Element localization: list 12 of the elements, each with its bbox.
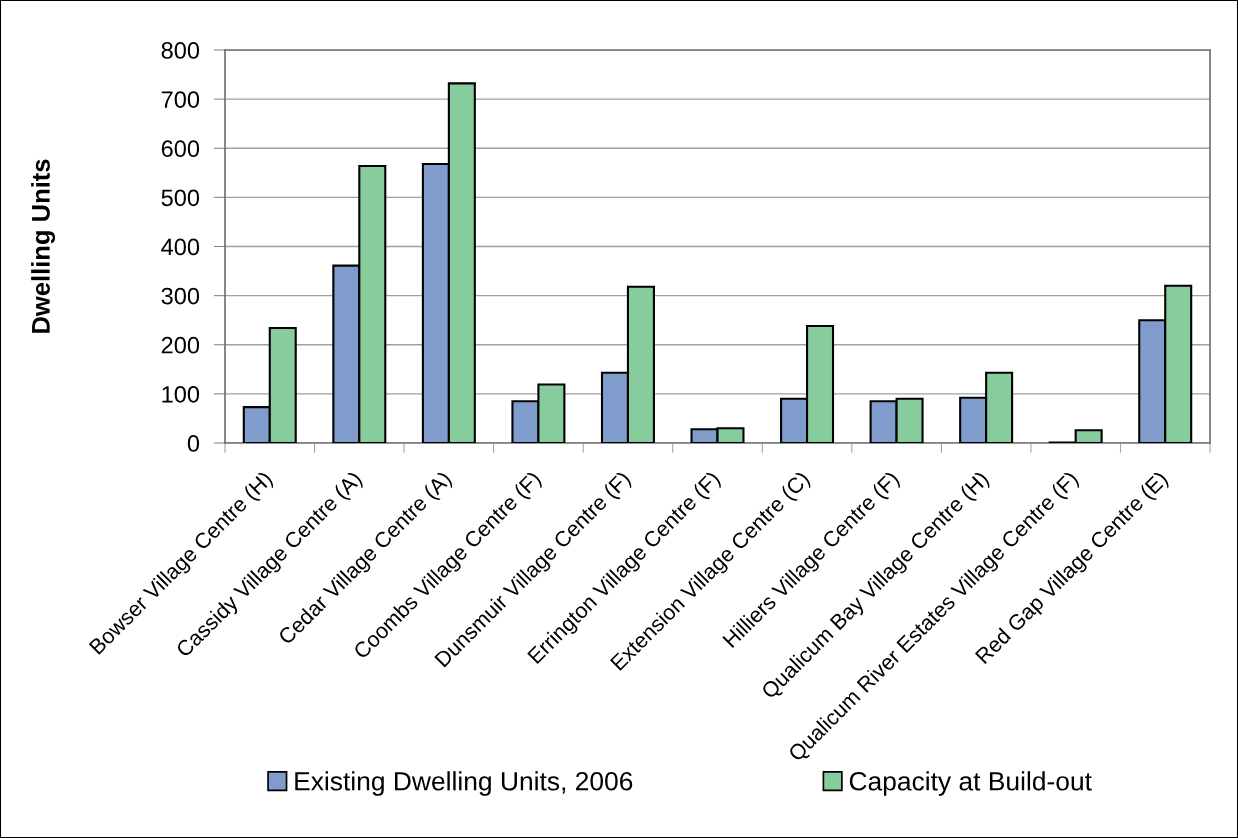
y-tick-label: 0: [187, 435, 200, 452]
y-axis-title: Dwelling Units: [31, 159, 56, 333]
y-tick-label: 100: [162, 385, 200, 403]
y-tick-label: 700: [161, 91, 200, 108]
y-tick-label: 500: [161, 189, 200, 207]
y-tick-label: 600: [161, 140, 200, 158]
y-tick-label: 200: [161, 336, 200, 354]
y-tick-label: 300: [161, 287, 200, 305]
y-tick-label: 800: [161, 42, 200, 59]
legend-label: Existing Dwelling Units, 2006: [295, 771, 633, 796]
legend-label: Capacity at Build-out: [849, 771, 1092, 796]
y-tick-label: 400: [161, 238, 200, 256]
